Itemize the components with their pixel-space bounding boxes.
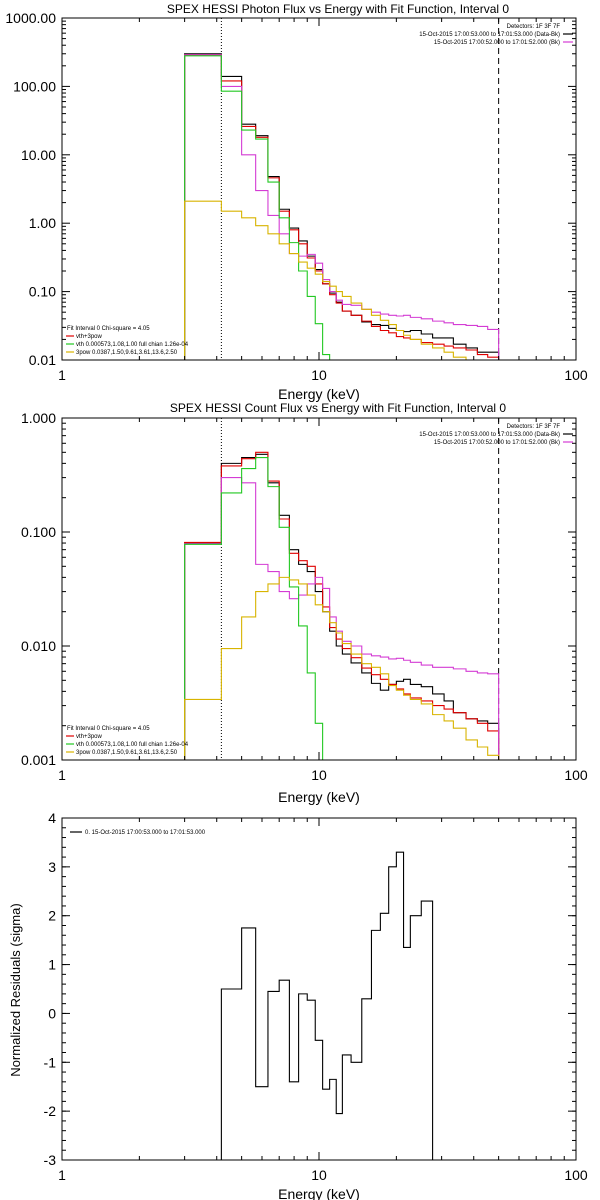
photon-flux-ytick-label: 10.00: [21, 147, 56, 163]
photon-flux-legend-top-text: 15-Oct-2015 17:00:52.000 to 17:01:52.000…: [434, 40, 560, 46]
photon-flux-legend-bottom-text: vth 0.000573,1.08,1.00 full chian 1.26e-…: [76, 342, 189, 348]
count-flux-legend-bottom: Fit Interval 0 Chi-square = 4.05 vth+3pow…: [66, 726, 189, 756]
photon-flux-xtick-label: 1: [58, 367, 66, 383]
residuals-ytick-label: 3: [48, 859, 56, 875]
count-flux-title: SPEX HESSI Count Flux vs Energy with Fit…: [170, 401, 506, 415]
residuals-plot: [220, 851, 434, 1160]
residuals-xtick-label: 10: [311, 1167, 327, 1183]
residuals-y-axis: 4 3 2 1 0 -1 -2 -3: [44, 810, 576, 1168]
count-flux-series-vth-3pow-line: [184, 451, 500, 760]
count-flux-ytick-label: 0.100: [21, 524, 56, 540]
photon-flux-legend-top-text: Detectors: 1F 3F 7F: [507, 24, 561, 30]
count-flux-y-axis: 1.000 0.100 0.010 0.001: [21, 410, 576, 768]
residuals-xlabel: Energy (keV): [278, 1186, 360, 1200]
photon-flux-xtick-label: 10: [311, 367, 327, 383]
residuals-ytick-label: 2: [48, 908, 56, 924]
residuals-ytick-label: 4: [48, 810, 56, 826]
count-flux-xtick-label: 1: [58, 767, 66, 783]
photon-flux-ytick-label: 0.01: [29, 352, 56, 368]
photon-flux-xlabel: Energy (keV): [278, 386, 360, 402]
residuals-legend: 0. 15-Oct-2015 17:00:53.000 to 17:01:53.…: [70, 830, 206, 836]
photon-flux-ytick-label: 0.10: [29, 284, 56, 300]
count-flux-legend-top-text: Detectors: 1F 3F 7F: [507, 424, 561, 430]
photon-flux-legend-bottom-text: vth+3pow: [76, 334, 103, 340]
count-flux-xtick-label: 10: [311, 767, 327, 783]
photon-flux-y-axis: 1000.00 100.00 10.00 1.00 0.10 0.01: [5, 10, 576, 368]
photon-flux-panel: SPEX HESSI Photon Flux vs Energy with Fi…: [5, 2, 588, 402]
photon-flux-xtick-label: 100: [564, 367, 588, 383]
count-flux-legend-bottom-text: vth 0.000573,1.08,1.00 full chian 1.26e-…: [76, 742, 189, 748]
count-flux-x-axis: 1 10 100: [58, 418, 588, 783]
residuals-ylabel: Normalized Residuals (sigma): [8, 903, 23, 1076]
residuals-ytick-label: 1: [48, 957, 56, 973]
photon-flux-ytick-label: 1.00: [29, 215, 56, 231]
count-flux-ytick-label: 0.010: [21, 638, 56, 654]
count-flux-ytick-label: 1.000: [21, 410, 56, 426]
photon-flux-series-3pow-line: [184, 200, 499, 361]
count-flux-xlabel: Energy (keV): [278, 789, 360, 805]
count-flux-series-data-bk-line: [184, 453, 500, 760]
count-flux-legend-bottom-text: Fit Interval 0 Chi-square = 4.05: [67, 726, 150, 732]
photon-flux-legend-bottom-text: Fit Interval 0 Chi-square = 4.05: [67, 326, 150, 332]
photon-flux-ytick-label: 1000.00: [5, 10, 56, 26]
residuals-xtick-label: 1: [58, 1167, 66, 1183]
photon-flux-series-vth-3pow-line: [184, 54, 500, 360]
count-flux-legend-bottom-text: 3pow 0.0387,1.50,9.61,3.61,13.6,2.50: [76, 750, 178, 756]
count-flux-plot: [184, 418, 500, 761]
photon-flux-legend-top-text: 15-Oct-2015 17:00:53.000 to 17:01:53.000…: [419, 32, 560, 38]
photon-flux-title: SPEX HESSI Photon Flux vs Energy with Fi…: [167, 2, 509, 16]
residuals-ytick-label: -1: [44, 1054, 57, 1070]
photon-flux-x-axis: 1 10 100: [58, 18, 588, 383]
count-flux-legend-top-text: 15-Oct-2015 17:00:52.000 to 17:01:52.000…: [434, 440, 560, 446]
residuals-legend-text: 0. 15-Oct-2015 17:00:53.000 to 17:01:53.…: [85, 830, 206, 836]
photon-flux-legend-bottom-text: 3pow 0.0387,1.50,9.61,3.61,13.6,2.50: [76, 350, 178, 356]
residuals-series-0-line: [220, 851, 434, 1160]
residuals-xtick-label: 100: [564, 1167, 588, 1183]
photon-flux-ytick-label: 100.00: [13, 78, 56, 94]
count-flux-legend-top-text: 15-Oct-2015 17:00:53.000 to 17:01:53.000…: [419, 432, 560, 438]
residuals-x-axis: 1 10 100: [58, 818, 588, 1183]
count-flux-xtick-label: 100: [564, 767, 588, 783]
photon-flux-legend-top: Detectors: 1F 3F 7F 15-Oct-2015 17:00:53.…: [419, 24, 573, 46]
residuals-ytick-label: -2: [44, 1103, 57, 1119]
count-flux-series-3pow-line: [184, 576, 500, 760]
photon-flux-series-bk-line: [184, 54, 500, 360]
count-flux-legend-bottom-text: vth+3pow: [76, 734, 103, 740]
count-flux-ytick-label: 0.001: [21, 752, 56, 768]
photon-flux-legend-bottom: Fit Interval 0 Chi-square = 4.05 vth+3pow…: [66, 326, 189, 356]
residuals-ytick-label: 0: [48, 1005, 56, 1021]
count-flux-legend-top: Detectors: 1F 3F 7F 15-Oct-2015 17:00:53.…: [419, 424, 573, 446]
photon-flux-plot: [184, 18, 500, 361]
count-flux-panel: SPEX HESSI Count Flux vs Energy with Fit…: [21, 401, 588, 805]
residuals-ytick-label: -3: [44, 1152, 57, 1168]
